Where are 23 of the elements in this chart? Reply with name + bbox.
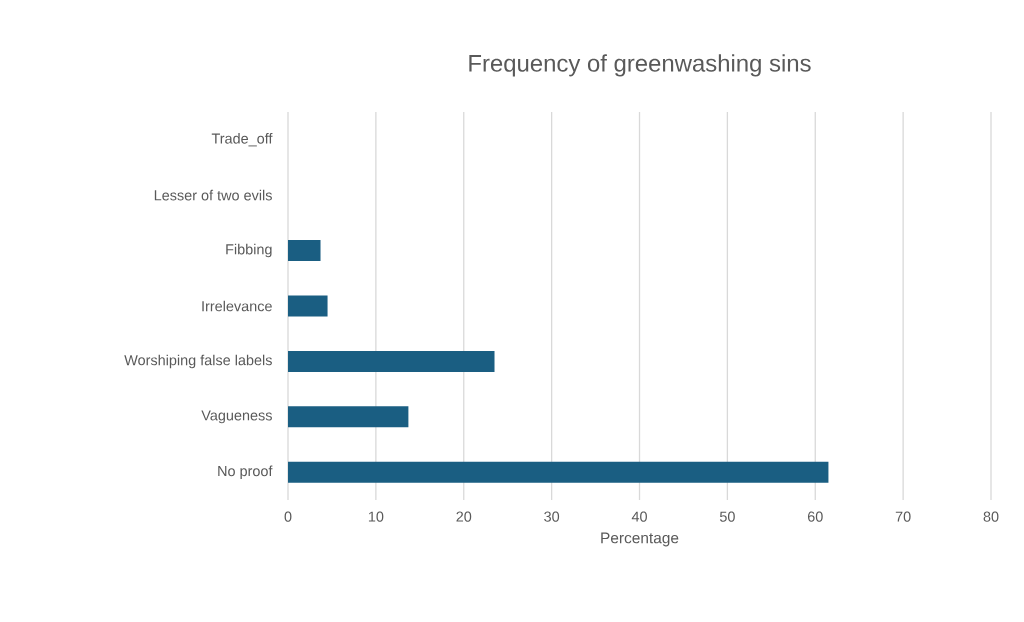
y-tick-label: Worshiping false labels	[124, 354, 272, 369]
bar	[288, 461, 829, 483]
x-tick-label: 70	[895, 511, 911, 522]
x-tick-label: 30	[544, 511, 560, 522]
x-tick-label: 50	[719, 511, 735, 522]
x-tick-label: 10	[368, 511, 384, 522]
y-tick-label: Irrelevance	[202, 300, 272, 312]
x-tick-label: 0	[284, 511, 292, 522]
y-tick-label: Vagueness	[201, 410, 272, 424]
x-tick-label: 80	[983, 511, 999, 522]
bar	[288, 406, 409, 428]
chart-title: Frequency of greenwashing sins	[469, 54, 811, 77]
bar	[288, 295, 328, 317]
y-tick-label: Lesser of two evils	[154, 189, 272, 201]
bar	[288, 240, 321, 262]
x-tick-label: 20	[456, 511, 472, 522]
y-tick-label: No proof	[218, 465, 273, 479]
y-tick-label: Fibbing	[226, 243, 272, 258]
bar	[288, 350, 495, 372]
x-tick-label: 40	[631, 511, 647, 522]
x-axis-title: Percentage	[601, 532, 679, 547]
y-tick-label: Trade_off	[211, 133, 273, 147]
x-tick-label: 60	[807, 511, 823, 522]
